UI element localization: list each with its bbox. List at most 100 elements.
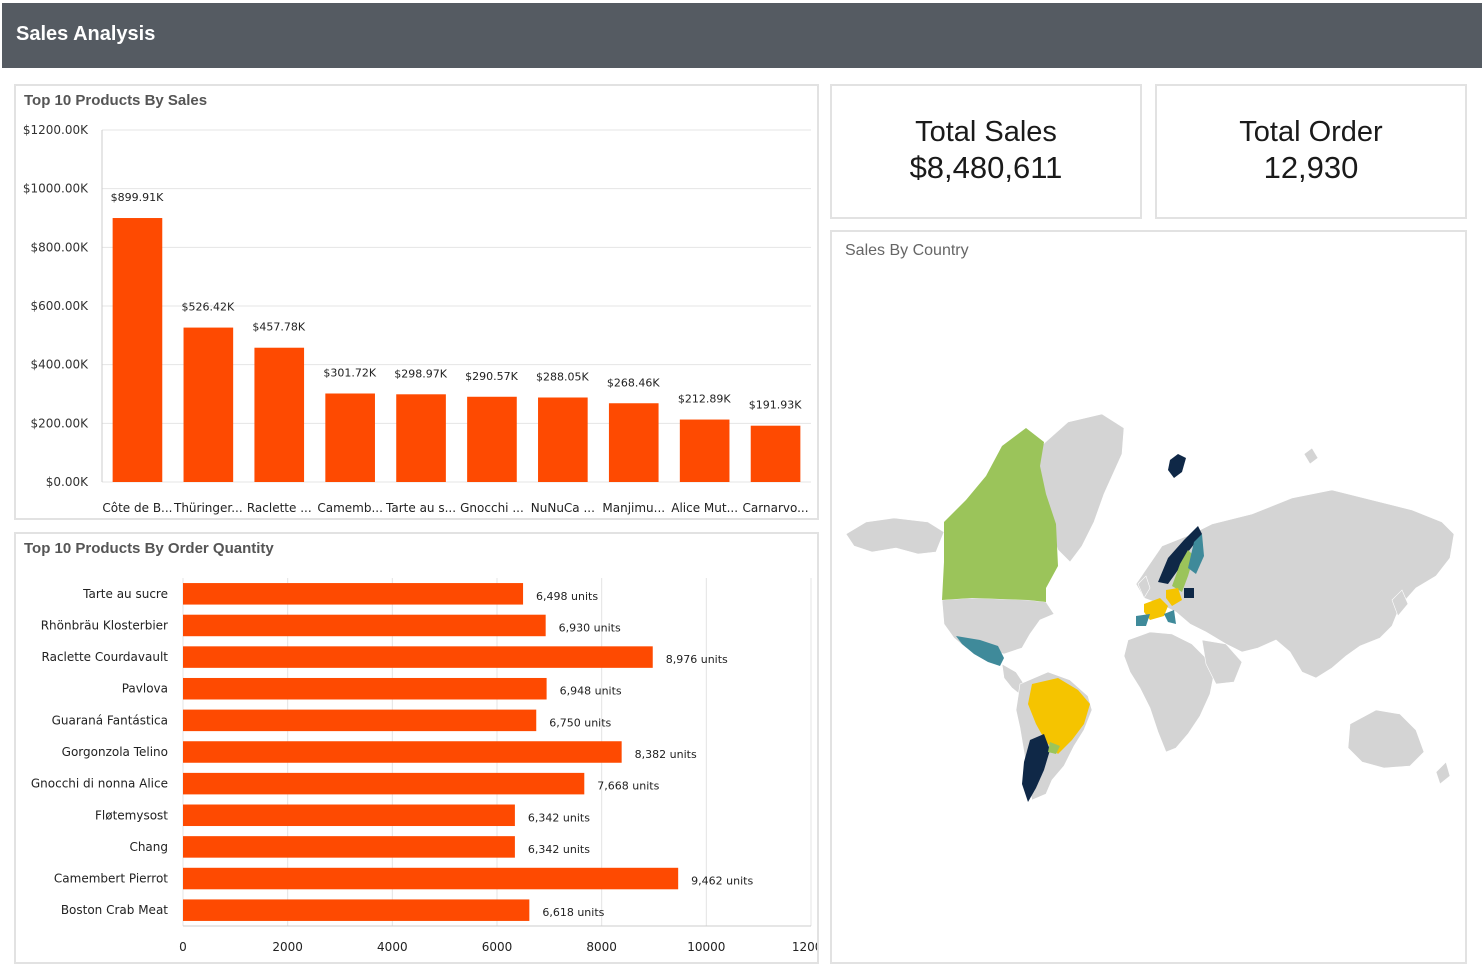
sales-data-label: $301.72K [323,366,376,379]
sales-bar [254,347,305,482]
quantity-data-label: 6,618 units [542,906,604,919]
sales-data-label: $298.97K [394,367,447,380]
y-tick-label: $400.00K [31,358,90,372]
sales-data-label: $268.46K [607,376,660,389]
y-tick-label: $1000.00K [23,182,89,196]
quantity-category-label: Rhönbräu Klosterbier [41,618,168,632]
sales-category-label: Gnocchi ... [460,501,524,515]
sales-bar [608,403,659,482]
quantity-data-label: 6,750 units [549,716,611,729]
quantity-category-label: Tarte au sucre [82,587,168,601]
sales-data-label: $191.93K [749,399,802,412]
quantity-category-label: Boston Crab Meat [61,903,168,917]
new-zealand-shape [1435,761,1451,785]
quantity-category-label: Pavlova [122,682,168,696]
sales-data-label: $526.42K [182,301,235,314]
sweden-shape [1172,550,1194,592]
poland-shape [1184,588,1194,598]
sales-bar [750,425,801,482]
japan-shape [1391,589,1409,617]
france-shape [1144,598,1168,620]
sales-category-label: NuNuCa ... [531,501,595,515]
y-tick-label: $800.00K [31,240,90,254]
quantity-bar [183,614,546,637]
quantity-data-label: 7,668 units [597,780,659,793]
sales-data-label: $212.89K [678,393,731,406]
spain-shape [1136,614,1150,626]
x-tick-label: 8000 [586,940,617,954]
sales-chart-panel: Top 10 Products By Sales $0.00K $200.00K $… [14,84,819,520]
uruguay-shape [1048,742,1060,754]
eurasia-shape [1135,489,1455,679]
quantity-category-label: Camembert Pierrot [54,872,168,886]
sales-category-label: Côte de B... [102,501,172,515]
x-tick-label: 4000 [377,940,408,954]
sales-data-label: $899.91K [111,191,164,204]
franz-josef-land-shape [1168,454,1186,478]
page-title: Sales Analysis [16,23,156,45]
quantity-bar [183,899,530,921]
quantity-data-label: 6,948 units [560,685,622,698]
total-order-label: Total Order [1239,116,1383,148]
germany-shape [1166,588,1182,606]
quantity-bar [183,646,653,668]
x-tick-label: 2000 [272,940,303,954]
sales-bar [396,394,446,482]
sales-data-label: $288.05K [536,371,589,384]
sales-data-label: $457.78K [252,321,305,334]
total-sales-card: Total Sales $8,480,611 [830,84,1142,219]
quantity-bar [183,836,515,858]
total-order-value: 12,930 [1263,150,1359,185]
sales-data-label: $290.57K [465,370,518,383]
app-header: Sales Analysis [2,3,1482,68]
x-tick-label: 10000 [687,940,725,954]
quantity-bar [183,804,515,827]
sales-by-country-panel: Sales By Country [830,230,1467,964]
map-title: Sales By Country [845,242,969,259]
quantity-bar [183,741,622,763]
alaska-shape [845,517,945,555]
sales-bar [679,419,730,482]
land-group [845,413,1455,801]
quantity-data-label: 6,930 units [559,621,621,634]
quantity-category-label: Gnocchi di nonna Alice [31,777,168,791]
finland-shape [1188,534,1204,574]
quantity-category-label: Fløtemysost [95,808,168,822]
x-tick-label: 12000 [792,940,817,954]
total-sales-label: Total Sales [915,116,1057,148]
quantity-category-label: Chang [129,840,168,854]
world-map [845,413,1455,802]
highlighted-countries [942,428,1204,802]
svalbard-shape [1303,447,1319,465]
norway-shape [1158,526,1202,584]
sales-category-label: Raclette ... [247,501,312,515]
quantity-data-label: 6,342 units [528,843,590,856]
mexico-shape [956,636,1004,666]
uk-shape [1137,575,1151,599]
arabia-shape [1201,639,1243,685]
sales-bar [538,397,588,482]
total-sales-value: $8,480,611 [909,150,1063,185]
total-order-card: Total Order 12,930 [1155,84,1467,219]
quantity-data-label: 8,976 units [666,653,728,666]
quantity-bar [183,677,547,700]
sales-bar [467,396,517,482]
quantity-data-label: 6,342 units [528,811,590,824]
sales-category-label: Manjimu... [602,501,665,515]
sales-bar [325,393,375,482]
y-tick-label: $1200.00K [23,123,89,137]
sales-category-label: Camemb... [317,501,383,515]
sales-chart-title: Top 10 Products By Sales [24,92,208,109]
quantity-chart-panel: Top 10 Products By Order Quantity 0 2000 4… [14,532,819,964]
quantity-category-label: Guaraná Fantástica [52,713,168,727]
australia-shape [1347,709,1425,769]
quantity-category-label: Gorgonzola Telino [62,745,168,759]
quantity-data-label: 9,462 units [691,875,753,888]
y-tick-label: $200.00K [31,416,90,430]
quantity-bar [183,583,524,605]
africa-shape [1123,631,1215,753]
quantity-bar-chart: 0 2000 4000 6000 8000 10000 12000 Tarte au sucr… [31,578,817,954]
x-tick-label: 0 [179,940,187,954]
quantity-chart-title: Top 10 Products By Order Quantity [24,540,274,557]
sales-category-label: Thüringer... [173,501,243,515]
